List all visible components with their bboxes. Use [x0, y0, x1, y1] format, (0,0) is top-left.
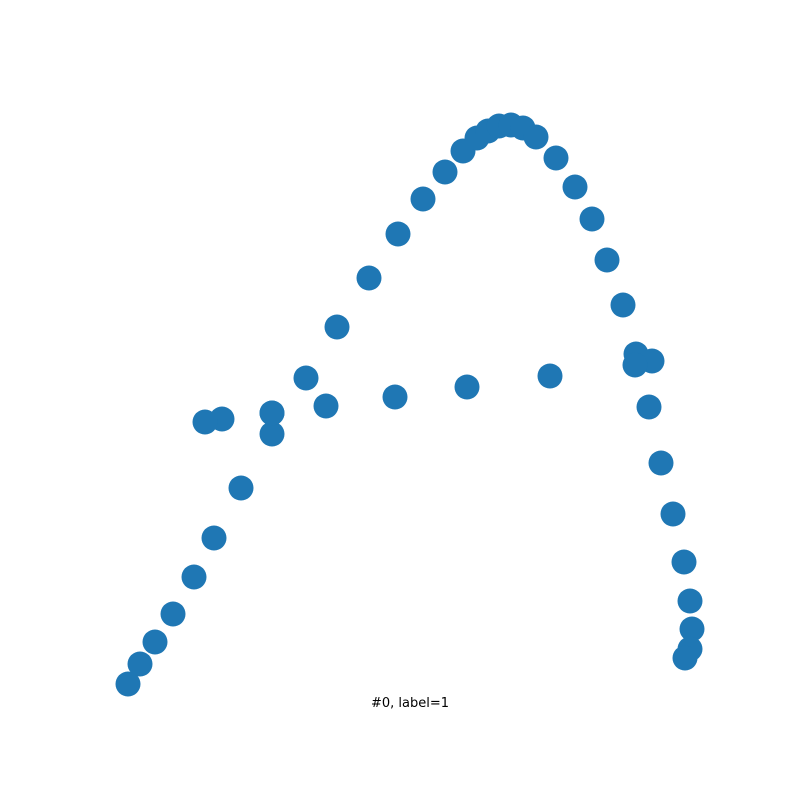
scatter-point	[160, 601, 186, 627]
scatter-point	[356, 265, 382, 291]
scatter-point	[313, 393, 339, 419]
scatter-point	[543, 145, 569, 171]
scatter-point	[382, 384, 408, 410]
scatter-point	[636, 394, 662, 420]
scatter-point	[181, 564, 207, 590]
scatter-point	[622, 352, 648, 378]
scatter-point	[672, 645, 698, 671]
scatter-point	[192, 409, 218, 435]
scatter-point	[677, 588, 703, 614]
scatter-point	[201, 525, 227, 551]
scatter-point	[579, 206, 605, 232]
scatter-point	[679, 616, 705, 642]
scatter-point	[594, 247, 620, 273]
scatter-point	[648, 450, 674, 476]
scatter-point	[454, 374, 480, 400]
scatter-point	[324, 314, 350, 340]
scatter-point	[228, 475, 254, 501]
scatter-point	[432, 159, 458, 185]
scatter-point	[385, 221, 411, 247]
scatter-point	[410, 186, 436, 212]
scatter-point	[537, 363, 563, 389]
scatter-point	[562, 174, 588, 200]
scatter-point	[610, 292, 636, 318]
scatter-point	[523, 124, 549, 150]
chart-caption: #0, label=1	[370, 696, 450, 711]
scatter-point	[115, 671, 141, 697]
points-layer	[115, 112, 705, 697]
scatter-point	[293, 365, 319, 391]
scatter-point	[660, 501, 686, 527]
scatter-point	[671, 549, 697, 575]
scatter-point	[142, 629, 168, 655]
scatter-point	[259, 421, 285, 447]
scatter-point	[127, 651, 153, 677]
scatter-point	[259, 400, 285, 426]
